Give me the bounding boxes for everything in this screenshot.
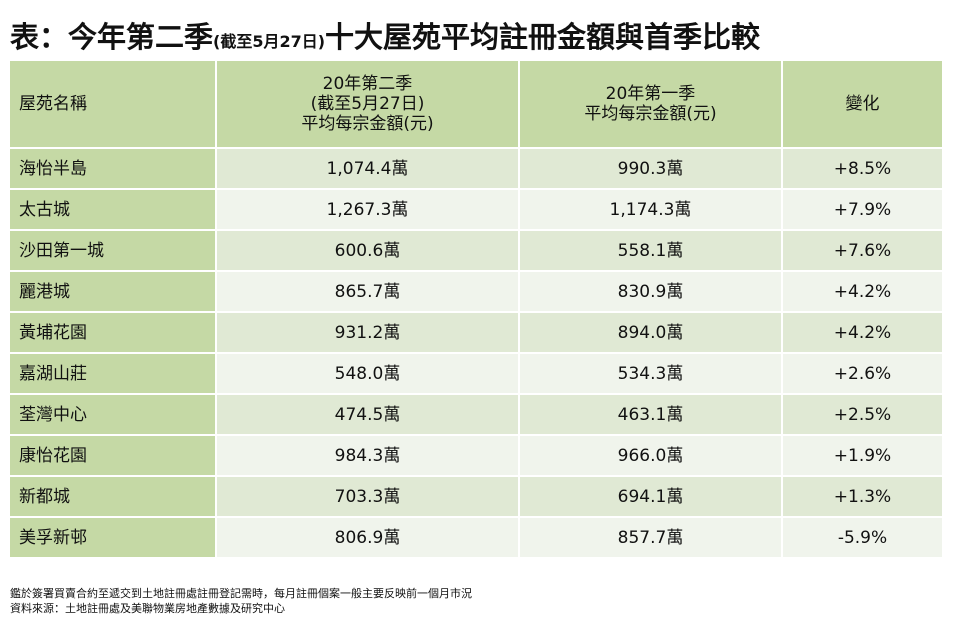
header-q1-line1: 20年第一季 (605, 84, 696, 104)
table-row: 美孚新邨 806.9萬 857.7萬 -5.9% (10, 517, 942, 559)
title-rest: 十大屋苑平均註冊金額與首季比較 (325, 20, 761, 54)
cell-q2: 806.9萬 (216, 517, 520, 559)
cell-change: +4.2% (782, 312, 942, 354)
header-change: 變化 (782, 61, 942, 149)
table-row: 嘉湖山莊 548.0萬 534.3萬 +2.6% (10, 353, 942, 395)
table-row: 太古城 1,267.3萬 1,174.3萬 +7.9% (10, 189, 942, 231)
cell-q2: 474.5萬 (216, 394, 520, 436)
cell-change: +7.6% (782, 230, 942, 272)
title-main: 表：今年第二季 (10, 20, 214, 54)
cell-estate: 康怡花園 (10, 435, 217, 477)
cell-change: +7.9% (782, 189, 942, 231)
table-row: 黃埔花園 931.2萬 894.0萬 +4.2% (10, 312, 942, 354)
table-row: 康怡花園 984.3萬 966.0萬 +1.9% (10, 435, 942, 477)
title-sub: (截至5月27日) (213, 32, 326, 51)
cell-q2: 984.3萬 (216, 435, 520, 477)
cell-change: +2.6% (782, 353, 942, 395)
page-title: 表：今年第二季(截至5月27日)十大屋苑平均註冊金額與首季比較 (10, 14, 950, 60)
cell-q1: 558.1萬 (519, 230, 783, 272)
table-header-row: 屋苑名稱 20年第二季 (截至5月27日) 平均每宗金額(元) 20年第一季 平… (10, 61, 942, 149)
cell-estate: 美孚新邨 (10, 517, 217, 559)
table-row: 麗港城 865.7萬 830.9萬 +4.2% (10, 271, 942, 313)
header-q1: 20年第一季 平均每宗金額(元) (519, 61, 783, 149)
cell-q2: 600.6萬 (216, 230, 520, 272)
cell-change: +2.5% (782, 394, 942, 436)
table-row: 海怡半島 1,074.4萬 990.3萬 +8.5% (10, 148, 942, 190)
cell-estate: 海怡半島 (10, 148, 217, 190)
cell-q2: 865.7萬 (216, 271, 520, 313)
cell-q1: 463.1萬 (519, 394, 783, 436)
cell-q2: 548.0萬 (216, 353, 520, 395)
cell-q2: 1,267.3萬 (216, 189, 520, 231)
cell-estate: 荃灣中心 (10, 394, 217, 436)
cell-change: +1.3% (782, 476, 942, 518)
footnotes: 鑑於簽署買賣合約至遞交到土地註冊處註冊登記需時，每月註冊個案一般主要反映前一個月… (10, 586, 940, 616)
cell-estate: 麗港城 (10, 271, 217, 313)
cell-q1: 966.0萬 (519, 435, 783, 477)
cell-q1: 857.7萬 (519, 517, 783, 559)
cell-q2: 931.2萬 (216, 312, 520, 354)
cell-q1: 694.1萬 (519, 476, 783, 518)
header-q2: 20年第二季 (截至5月27日) 平均每宗金額(元) (216, 61, 520, 149)
cell-q1: 534.3萬 (519, 353, 783, 395)
header-estate: 屋苑名稱 (10, 61, 217, 149)
table-row: 荃灣中心 474.5萬 463.1萬 +2.5% (10, 394, 942, 436)
comparison-table: 屋苑名稱 20年第二季 (截至5月27日) 平均每宗金額(元) 20年第一季 平… (10, 61, 942, 559)
cell-q1: 894.0萬 (519, 312, 783, 354)
cell-estate: 嘉湖山莊 (10, 353, 217, 395)
table-row: 新都城 703.3萬 694.1萬 +1.3% (10, 476, 942, 518)
cell-estate: 新都城 (10, 476, 217, 518)
cell-q2: 1,074.4萬 (216, 148, 520, 190)
cell-change: +4.2% (782, 271, 942, 313)
cell-estate: 黃埔花園 (10, 312, 217, 354)
header-q2-line2: (截至5月27日) (310, 94, 425, 114)
cell-estate: 太古城 (10, 189, 217, 231)
header-q2-line1: 20年第二季 (322, 74, 413, 94)
header-q1-line2: 平均每宗金額(元) (584, 104, 717, 124)
cell-change: -5.9% (782, 517, 942, 559)
footnote-source: 資料來源：土地註冊處及美聯物業房地產數據及研究中心 (10, 602, 285, 615)
header-q2-line3: 平均每宗金額(元) (301, 114, 434, 134)
cell-q1: 1,174.3萬 (519, 189, 783, 231)
cell-q1: 990.3萬 (519, 148, 783, 190)
footnote-disclaimer: 鑑於簽署買賣合約至遞交到土地註冊處註冊登記需時，每月註冊個案一般主要反映前一個月… (10, 587, 472, 600)
table-row: 沙田第一城 600.6萬 558.1萬 +7.6% (10, 230, 942, 272)
cell-q2: 703.3萬 (216, 476, 520, 518)
cell-q1: 830.9萬 (519, 271, 783, 313)
cell-estate: 沙田第一城 (10, 230, 217, 272)
cell-change: +8.5% (782, 148, 942, 190)
cell-change: +1.9% (782, 435, 942, 477)
